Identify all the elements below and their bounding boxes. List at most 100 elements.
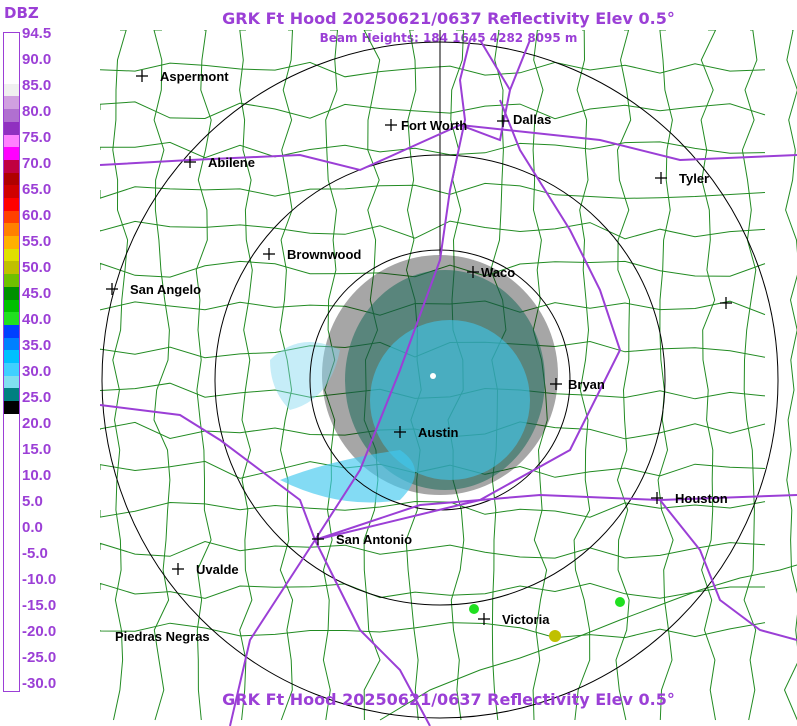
color-scale-segment	[4, 312, 19, 326]
county-line	[657, 30, 674, 721]
color-scale-segment	[4, 451, 19, 466]
color-scale-segment	[4, 198, 19, 212]
color-scale-tick-label: 60.0	[22, 207, 52, 224]
radar-map: Aspermont Fort Worth Dallas Abilene Tyler Bro…	[100, 30, 797, 726]
color-scale-tick-label: -20.0	[22, 623, 57, 640]
color-scale-segment	[4, 591, 19, 605]
color-scale-tick-label: 50.0	[22, 259, 52, 276]
county-line	[239, 30, 253, 721]
county-line	[153, 30, 171, 721]
highway-line	[509, 39, 531, 91]
color-scale-segment	[4, 401, 19, 415]
color-scale-segment	[4, 477, 19, 491]
color-scale-segment	[4, 121, 19, 136]
color-scale-segment	[4, 261, 19, 275]
color-scale-segment	[4, 185, 19, 199]
city-label: Aspermont	[160, 69, 229, 84]
county-line	[100, 582, 765, 599]
county-line	[100, 101, 766, 120]
county-line	[100, 622, 766, 639]
county-line	[700, 30, 717, 721]
echo-cell	[615, 597, 625, 607]
color-scale-segment	[4, 426, 19, 440]
highway-line	[314, 539, 431, 726]
color-scale-segment	[4, 667, 19, 681]
color-scale-tick-label: 0.0	[22, 519, 43, 536]
color-scale-tick-label: 15.0	[22, 441, 52, 458]
color-scale-segment	[4, 616, 19, 631]
city-label: Bryan	[568, 377, 605, 392]
color-scale-tick-label: 85.0	[22, 77, 52, 94]
color-scale-segment	[4, 642, 19, 656]
color-scale-segment	[4, 210, 19, 224]
city-label: Fort Worth	[401, 118, 467, 133]
color-scale-segment	[4, 109, 19, 123]
color-scale-tick-label: -25.0	[22, 649, 57, 666]
color-scale-tick-label: 65.0	[22, 181, 52, 198]
color-scale-tick-label: 70.0	[22, 155, 52, 172]
county-line	[783, 30, 797, 721]
color-scale-tick-label: 25.0	[22, 389, 52, 406]
color-scale-segment	[4, 159, 19, 174]
city-label: Victoria	[502, 612, 550, 627]
color-scale-segment	[4, 680, 19, 691]
color-scale-tick-label: 45.0	[22, 285, 52, 302]
color-scale-segment	[4, 363, 19, 377]
highways	[100, 39, 797, 726]
color-scale-tick-label: 75.0	[22, 129, 52, 146]
city-label: Tyler	[679, 171, 709, 186]
color-scale-tick-label: -15.0	[22, 597, 57, 614]
color-scale-segment	[4, 413, 19, 427]
county-line	[100, 182, 766, 199]
color-scale-segment	[4, 337, 19, 351]
color-scale-segment	[4, 654, 19, 669]
color-scale-segment	[4, 528, 19, 542]
city-label: Abilene	[208, 155, 255, 170]
range-rings	[101, 30, 779, 719]
city-label: Dallas	[513, 112, 551, 127]
coastline	[379, 564, 797, 721]
color-scale-segment	[4, 375, 19, 389]
color-scale-tick-label: -30.0	[22, 675, 57, 692]
city-label: San Angelo	[130, 282, 201, 297]
county-line	[279, 30, 294, 721]
color-scale-tick-label: 55.0	[22, 233, 52, 250]
color-scale-segment	[4, 540, 19, 554]
color-scale-segment	[4, 236, 19, 250]
color-scale-segment	[4, 45, 19, 59]
county-line	[100, 540, 766, 559]
echo-west-patch	[270, 342, 340, 410]
highway-line	[659, 499, 797, 641]
color-scale-tick-label: 35.0	[22, 337, 52, 354]
highway-line	[314, 99, 622, 541]
color-scale-segment	[4, 83, 19, 97]
color-scale-tick-label: 40.0	[22, 311, 52, 328]
color-scale-segment	[4, 172, 19, 186]
color-scale-segment	[4, 58, 19, 72]
county-line	[195, 30, 212, 721]
city-label: Uvalde	[196, 562, 239, 577]
color-scale-tick-label: 90.0	[22, 51, 52, 68]
color-scale-tick-label: 5.0	[22, 493, 43, 510]
radar-site	[430, 373, 436, 379]
color-scale-tick-label: 10.0	[22, 467, 52, 484]
color-scale-segment	[4, 274, 19, 288]
legend-unit-label: DBZ	[4, 4, 39, 22]
color-scale-segment	[4, 350, 19, 364]
echo-light-region	[370, 320, 530, 480]
city-label: Austin	[418, 425, 459, 440]
city-label: Piedras Negras	[115, 629, 210, 644]
color-scale-segment	[4, 464, 19, 478]
county-line	[100, 500, 766, 518]
color-scale-segment	[4, 71, 19, 85]
county-line	[100, 220, 766, 240]
echo-cell	[469, 604, 479, 614]
color-scale-segment	[4, 388, 19, 402]
highway-line	[100, 123, 797, 172]
color-scale-segment	[4, 299, 19, 313]
county-line	[741, 30, 758, 721]
county-line	[112, 30, 129, 721]
color-scale-tick-label: 20.0	[22, 415, 52, 432]
color-scale-segment	[4, 248, 19, 262]
city-markers: Aspermont Fort Worth Dallas Abilene Tyler Bro…	[106, 69, 732, 644]
